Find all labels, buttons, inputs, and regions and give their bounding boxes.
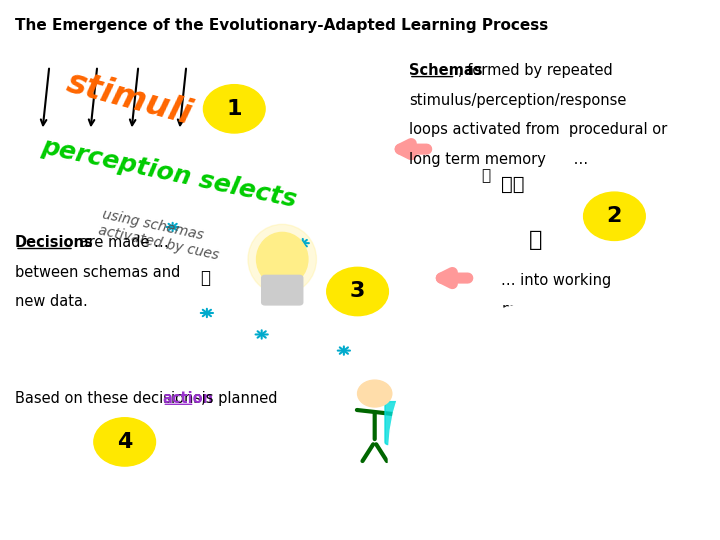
Circle shape [584,192,645,240]
Text: 2: 2 [607,206,622,226]
Text: action: action [162,391,214,406]
Text: stimuli: stimuli [63,65,196,131]
Text: stimulus/perception/response: stimulus/perception/response [409,93,626,107]
FancyBboxPatch shape [430,298,720,540]
FancyBboxPatch shape [402,298,720,540]
Text: 🐦: 🐦 [481,168,490,184]
Text: are made …: are made … [76,235,169,250]
FancyBboxPatch shape [588,464,654,505]
Text: Schemas: Schemas [409,63,482,78]
Text: loops activated from  procedural or: loops activated from procedural or [409,122,667,137]
Text: Based on these decisions,: Based on these decisions, [15,391,210,406]
FancyBboxPatch shape [415,298,720,540]
Text: … into working: … into working [501,273,612,288]
Text: using schemas
activated by cues: using schemas activated by cues [97,207,224,262]
Text: Decisions: Decisions [15,235,94,250]
Text: 3: 3 [350,281,365,301]
FancyBboxPatch shape [388,298,720,540]
Text: perception selects: perception selects [39,134,299,212]
Text: memory.: memory. [501,302,565,317]
FancyBboxPatch shape [385,402,436,444]
Text: , formed by repeated: , formed by repeated [458,63,613,78]
FancyBboxPatch shape [261,275,303,305]
Circle shape [204,85,265,133]
Circle shape [327,267,388,316]
Ellipse shape [248,224,317,294]
Text: between schemas and: between schemas and [15,265,181,280]
Text: 1: 1 [227,99,242,119]
Text: and implemented.: and implemented. [426,493,560,508]
Text: 4: 4 [117,432,132,452]
Text: 🔧🔧: 🔧🔧 [501,174,525,193]
Text: long term memory      …: long term memory … [409,152,588,167]
Circle shape [358,380,392,407]
Ellipse shape [256,232,308,286]
Text: The Emergence of the Evolutionary-Adapted Learning Process: The Emergence of the Evolutionary-Adapte… [15,17,549,32]
Circle shape [94,418,156,466]
Text: 🔧: 🔧 [528,231,542,251]
Text: new data.: new data. [15,294,88,309]
Text: 🔧: 🔧 [200,269,210,287]
Text: is planned: is planned [197,391,277,406]
